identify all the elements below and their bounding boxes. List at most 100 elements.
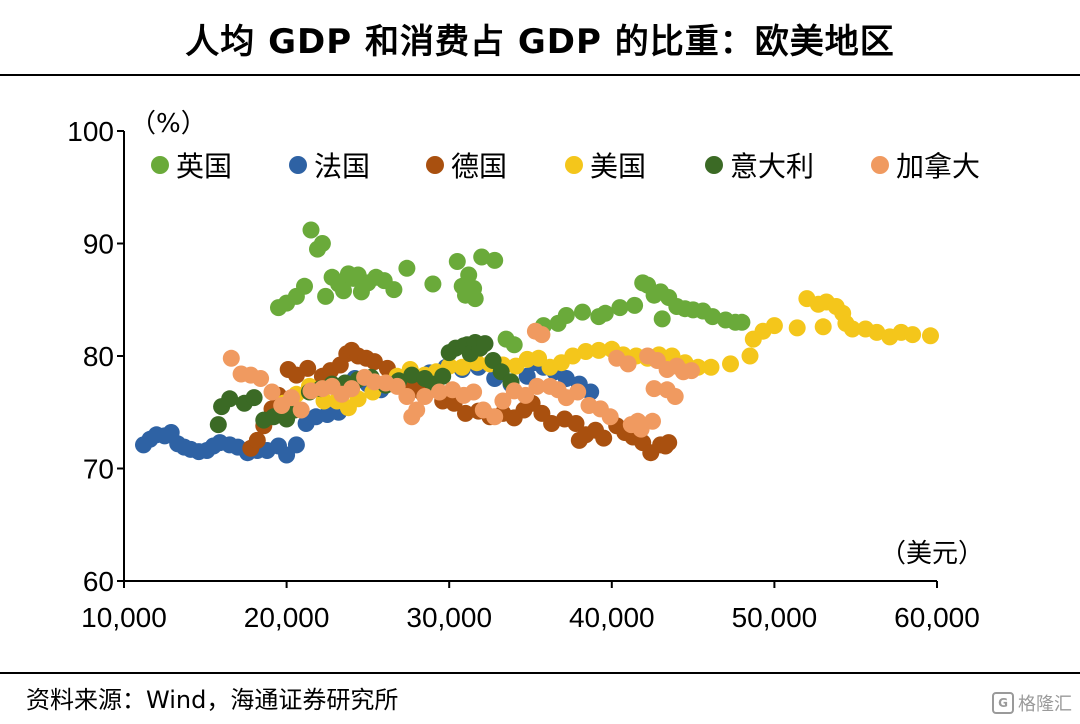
legend-marker: [705, 156, 723, 174]
legend-marker: [565, 156, 583, 174]
watermark: G 格隆汇: [992, 690, 1072, 716]
data-point: [365, 353, 383, 371]
data-point: [434, 367, 452, 385]
source-note: 资料来源：Wind，海通证券研究所: [26, 686, 399, 714]
data-point: [904, 326, 922, 344]
data-point: [569, 383, 587, 401]
data-point: [296, 277, 313, 295]
data-point: [564, 347, 582, 365]
data-point: [313, 235, 331, 252]
data-point: [222, 349, 240, 367]
data-point: [398, 388, 416, 405]
x-tick-label: 60,000: [894, 602, 980, 633]
data-point: [424, 275, 442, 293]
data-point: [702, 358, 720, 376]
y-tick-label: 90: [83, 229, 114, 260]
data-point: [843, 320, 861, 338]
legend-marker: [871, 156, 889, 174]
data-point: [683, 362, 700, 380]
y-tick-label: 80: [83, 341, 114, 372]
legend-label: 德国: [451, 150, 507, 183]
data-point: [517, 386, 535, 404]
data-point: [653, 310, 671, 328]
legend-label: 法国: [314, 150, 370, 183]
data-point: [343, 380, 361, 398]
series-6: [222, 322, 700, 438]
watermark-logo-icon: G: [992, 692, 1014, 714]
data-point: [302, 221, 320, 239]
data-point: [595, 429, 613, 447]
data-point: [557, 307, 575, 324]
data-point: [408, 401, 426, 419]
footer-divider: [0, 672, 1080, 674]
watermark-text: 格隆汇: [1018, 694, 1072, 715]
data-point: [922, 327, 939, 345]
data-point: [453, 358, 471, 376]
title-divider: [0, 74, 1080, 76]
page-title: 人均 GDP 和消费占 GDP 的比重：欧美地区: [185, 22, 895, 62]
data-point: [704, 308, 722, 326]
data-point: [209, 416, 227, 434]
data-point: [385, 281, 403, 299]
y-tick-label: 60: [83, 566, 114, 597]
data-point: [645, 380, 663, 398]
data-point: [582, 383, 600, 401]
data-point: [252, 370, 270, 387]
data-point: [619, 355, 637, 373]
x-axis-unit-label: （美元）: [880, 539, 984, 569]
data-point: [398, 259, 416, 277]
data-point: [335, 282, 352, 300]
data-point: [567, 415, 585, 432]
data-point: [765, 317, 783, 335]
y-axis-unit-label: （%）: [130, 109, 207, 139]
data-point: [460, 266, 478, 284]
data-point: [466, 290, 484, 308]
data-point: [263, 383, 281, 401]
legend-marker: [289, 156, 307, 174]
data-point: [533, 326, 551, 344]
data-point: [601, 408, 619, 426]
legend-label: 意大利: [730, 150, 814, 183]
series-1: [270, 221, 751, 354]
y-tick-label: 70: [83, 454, 114, 485]
data-point: [221, 390, 239, 408]
x-tick-label: 40,000: [569, 602, 655, 633]
axes: 60 70 80 90 100 10,000 20,000 30,000 40,000 50,00…: [67, 109, 984, 633]
data-point: [530, 349, 548, 367]
legend-label: 加拿大: [896, 150, 980, 183]
data-point: [543, 415, 561, 432]
data-point: [494, 392, 512, 410]
data-point: [317, 287, 335, 305]
legend-marker: [151, 156, 169, 174]
legend-label: 美国: [590, 150, 646, 183]
data-point: [245, 389, 263, 407]
data-point: [733, 313, 751, 331]
data-point: [577, 343, 595, 360]
data-point: [574, 303, 591, 321]
x-tick-label: 30,000: [406, 602, 492, 633]
data-point: [476, 335, 494, 353]
data-point: [486, 408, 504, 426]
x-tick-label: 20,000: [244, 602, 330, 633]
x-tick-label: 10,000: [81, 602, 167, 633]
data-point: [448, 253, 466, 270]
data-point: [868, 323, 886, 341]
data-point: [596, 304, 614, 322]
data-point: [457, 404, 474, 422]
data-point: [416, 388, 434, 405]
data-point: [473, 248, 491, 266]
data-point: [465, 383, 483, 401]
data-point: [814, 318, 832, 336]
data-point: [283, 389, 300, 407]
data-point: [292, 401, 310, 419]
data-point: [430, 383, 448, 401]
data-points: [135, 221, 939, 464]
legend-label: 英国: [176, 150, 232, 183]
data-point: [287, 436, 305, 454]
data-point: [611, 299, 629, 317]
data-point: [660, 434, 678, 452]
data-point: [486, 251, 504, 269]
data-point: [403, 366, 421, 384]
legend: 英国 法国 德国 美国 意大利 加拿大: [151, 150, 980, 183]
data-point: [626, 296, 644, 314]
